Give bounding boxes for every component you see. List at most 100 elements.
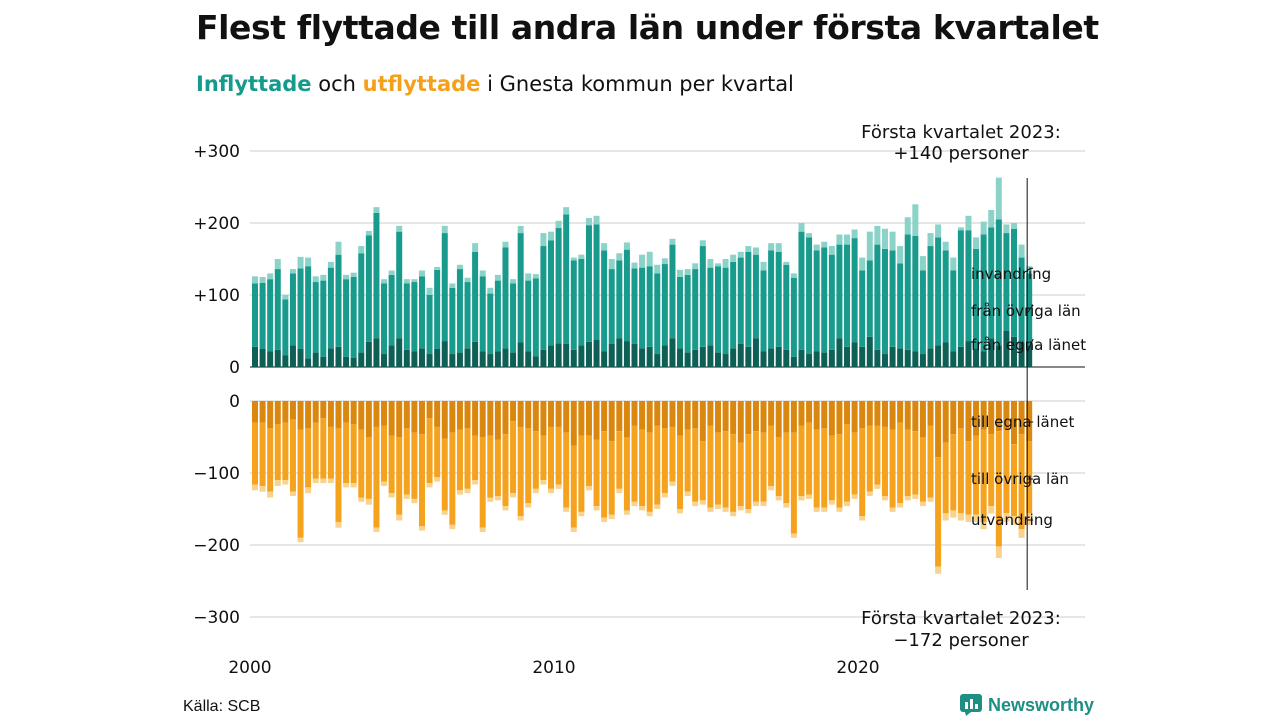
bar-in-immigration: [844, 234, 851, 245]
bar-in-other-counties: [995, 219, 1002, 346]
bar-out-other-counties: [517, 426, 524, 517]
bar-in-immigration: [927, 233, 934, 247]
bar-in-other-counties: [919, 270, 926, 355]
bar-out-own-county: [631, 401, 638, 426]
bar-out-own-county: [563, 401, 570, 433]
bar-in-other-counties: [957, 230, 964, 347]
x-tick-labels: 2000 2010 2020: [228, 658, 879, 678]
bar-out-other-counties: [790, 432, 797, 534]
bar-in-immigration: [768, 243, 775, 251]
bar-out-emigration: [904, 496, 911, 501]
bar-in-own-county: [570, 349, 577, 367]
bar-out-emigration: [623, 510, 630, 515]
bar-out-own-county: [844, 401, 851, 425]
bar-in-own-county: [783, 349, 790, 367]
bar-out-other-counties: [798, 425, 805, 497]
bar-in-own-county: [274, 349, 281, 367]
bar-in-other-counties: [654, 273, 661, 355]
bar-in-own-county: [897, 348, 904, 367]
bar-in-own-county: [965, 341, 972, 367]
series-label-leader: [1026, 338, 1034, 353]
series-label-leader: [1026, 304, 1034, 314]
bar-in-other-counties: [350, 277, 357, 358]
bar-out-other-counties: [601, 431, 608, 518]
bar-out-other-counties: [912, 431, 919, 495]
bar-out-other-counties: [381, 425, 388, 482]
bar-out-own-county: [578, 401, 585, 436]
bar-out-emigration: [472, 480, 479, 485]
bar-in-own-county: [456, 352, 463, 367]
bar-in-own-county: [684, 352, 691, 367]
bar-in-own-county: [874, 349, 881, 367]
bar-out-emigration: [828, 500, 835, 505]
bar-out-own-county: [388, 401, 395, 436]
bar-out-emigration: [912, 494, 919, 499]
bar-out-own-county: [502, 401, 509, 435]
bar-out-own-county: [912, 401, 919, 432]
bar-out-emigration: [631, 501, 638, 507]
bar-out-other-counties: [563, 432, 570, 508]
bar-in-own-county: [464, 348, 471, 367]
annotation-bottom-line1: Första kvartalet 2023:: [861, 608, 1061, 629]
bar-in-own-county: [904, 349, 911, 367]
bar-out-emigration: [859, 516, 866, 521]
bar-in-immigration: [897, 246, 904, 264]
x-tick-label: 2010: [532, 658, 575, 678]
bar-out-other-counties: [494, 439, 501, 497]
bar-out-own-county: [297, 401, 304, 430]
bar-in-own-county: [396, 338, 403, 367]
bar-out-own-county: [904, 401, 911, 430]
bar-in-other-counties: [866, 260, 873, 337]
bar-out-own-county: [692, 401, 699, 429]
bar-in-other-counties: [411, 282, 418, 352]
bar-out-other-counties: [897, 422, 904, 504]
bar-in-other-counties: [745, 251, 752, 347]
bar-in-other-counties: [912, 235, 919, 352]
bar-in-other-counties: [783, 264, 790, 350]
series-label: till övriga län: [971, 470, 1069, 488]
bar-in-other-counties: [980, 234, 987, 352]
bar-in-immigration: [806, 233, 813, 238]
bar-out-emigration: [282, 480, 289, 485]
bar-in-own-county: [752, 338, 759, 367]
bar-in-immigration: [631, 262, 638, 269]
bar-in-own-county: [350, 357, 357, 367]
bar-out-other-counties: [866, 425, 873, 492]
bar-in-own-county: [365, 341, 372, 367]
bar-out-other-counties: [479, 437, 486, 528]
bar-out-own-county: [570, 401, 577, 446]
bar-in-immigration: [289, 269, 296, 274]
bar-out-own-county: [601, 401, 608, 432]
bar-in-other-counties: [722, 267, 729, 355]
bar-out-emigration: [957, 513, 964, 521]
bar-out-emigration: [889, 507, 896, 512]
bar-in-own-county: [1026, 345, 1033, 367]
bar-out-emigration: [456, 490, 463, 495]
bar-in-other-counties: [388, 274, 395, 346]
bar-in-immigration: [684, 269, 691, 275]
bar-out-other-counties: [646, 432, 653, 512]
bar-out-other-counties: [320, 418, 327, 479]
bar-out-emigration: [692, 501, 699, 507]
bar-out-own-county: [942, 401, 949, 443]
bar-in-own-county: [760, 351, 767, 367]
bar-in-immigration: [889, 231, 896, 251]
bar-in-other-counties: [813, 250, 820, 352]
subtitle-outflow-word: utflyttade: [362, 72, 481, 96]
bar-in-immigration: [403, 279, 410, 284]
bar-out-own-county: [965, 401, 972, 442]
bar-out-own-county: [836, 401, 843, 435]
bar-out-other-counties: [821, 428, 828, 508]
bar-in-own-county: [312, 352, 319, 367]
bar-in-immigration: [965, 215, 972, 231]
bar-out-emigration: [320, 478, 327, 484]
bar-in-own-county: [692, 349, 699, 367]
bar-in-other-counties: [548, 240, 555, 346]
bar-in-other-counties: [973, 248, 980, 349]
bar-in-other-counties: [927, 246, 934, 349]
bar-in-own-county: [441, 341, 448, 367]
bar-out-own-county: [935, 401, 942, 458]
bar-in-immigration: [775, 243, 782, 252]
bar-out-emigration: [267, 491, 274, 498]
